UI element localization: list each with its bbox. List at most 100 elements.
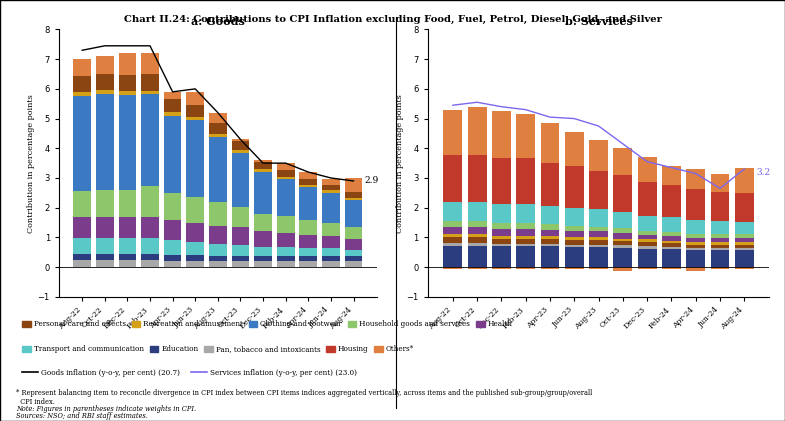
Bar bbox=[613, 248, 633, 267]
Bar bbox=[254, 256, 272, 261]
Text: 3.2: 3.2 bbox=[757, 168, 771, 176]
Bar bbox=[589, 247, 608, 267]
Title: a: Goods: a: Goods bbox=[191, 16, 245, 27]
Bar bbox=[710, 221, 729, 234]
Bar bbox=[517, 267, 535, 269]
Bar bbox=[637, 240, 656, 242]
Bar bbox=[686, 169, 705, 189]
Bar bbox=[735, 168, 754, 193]
Bar bbox=[96, 91, 114, 94]
Bar bbox=[686, 245, 705, 248]
Bar bbox=[254, 261, 272, 267]
Bar bbox=[589, 140, 608, 171]
Bar bbox=[96, 94, 114, 190]
Bar bbox=[444, 221, 462, 227]
Bar bbox=[686, 238, 705, 242]
Bar bbox=[73, 191, 91, 217]
Bar bbox=[517, 229, 535, 236]
Bar bbox=[710, 238, 729, 242]
Bar bbox=[613, 212, 633, 229]
Bar bbox=[345, 226, 363, 239]
Bar bbox=[613, 245, 633, 248]
Bar bbox=[277, 176, 294, 179]
Bar bbox=[164, 116, 181, 193]
Bar bbox=[119, 238, 136, 254]
Bar bbox=[541, 224, 560, 230]
Bar bbox=[589, 232, 608, 237]
Bar bbox=[164, 92, 181, 99]
Bar bbox=[662, 241, 681, 243]
Bar bbox=[345, 256, 363, 261]
Bar bbox=[186, 120, 204, 197]
Bar bbox=[613, 233, 633, 239]
Bar bbox=[686, 267, 705, 271]
Bar bbox=[735, 234, 754, 238]
Bar bbox=[96, 254, 114, 260]
Bar bbox=[322, 236, 340, 248]
Bar bbox=[492, 239, 511, 244]
Bar bbox=[710, 250, 729, 267]
Bar bbox=[710, 234, 729, 238]
Bar bbox=[186, 105, 204, 117]
Bar bbox=[735, 267, 754, 269]
Bar bbox=[254, 213, 272, 232]
Bar bbox=[209, 137, 227, 203]
Bar bbox=[686, 250, 705, 267]
Bar bbox=[209, 261, 227, 267]
Bar bbox=[492, 246, 511, 267]
Bar bbox=[277, 170, 294, 176]
Bar bbox=[300, 256, 317, 261]
Bar bbox=[662, 185, 681, 218]
Y-axis label: Contribution in percentage points: Contribution in percentage points bbox=[396, 94, 403, 232]
Bar bbox=[710, 242, 729, 245]
Bar bbox=[300, 220, 317, 235]
Bar bbox=[492, 158, 511, 204]
Bar bbox=[254, 172, 272, 213]
Bar bbox=[254, 160, 272, 162]
Bar bbox=[322, 248, 340, 256]
Bar bbox=[277, 233, 294, 248]
Bar bbox=[564, 132, 584, 166]
Bar bbox=[492, 244, 511, 246]
Bar bbox=[637, 157, 656, 181]
Bar bbox=[277, 179, 294, 216]
Bar bbox=[662, 248, 681, 249]
Bar bbox=[468, 227, 487, 234]
Bar bbox=[96, 190, 114, 217]
Bar bbox=[164, 240, 181, 255]
Bar bbox=[300, 261, 317, 267]
Bar bbox=[232, 153, 250, 207]
Bar bbox=[444, 234, 462, 237]
Bar bbox=[164, 193, 181, 220]
Bar bbox=[322, 184, 340, 190]
Bar bbox=[164, 261, 181, 267]
Bar bbox=[468, 267, 487, 269]
Bar bbox=[186, 197, 204, 223]
Bar bbox=[209, 123, 227, 134]
Bar bbox=[589, 240, 608, 245]
Bar bbox=[277, 216, 294, 233]
Bar bbox=[345, 192, 363, 197]
Bar bbox=[589, 237, 608, 240]
Bar bbox=[564, 267, 584, 269]
Bar bbox=[73, 93, 91, 96]
Bar bbox=[686, 248, 705, 250]
Text: CPI index.: CPI index. bbox=[16, 398, 55, 406]
Bar bbox=[468, 246, 487, 267]
Bar bbox=[564, 240, 584, 245]
Bar bbox=[164, 112, 181, 116]
Bar bbox=[322, 193, 340, 223]
Bar bbox=[662, 232, 681, 236]
Bar bbox=[232, 150, 250, 153]
Bar bbox=[517, 158, 535, 204]
Bar bbox=[73, 96, 91, 191]
Bar bbox=[662, 218, 681, 232]
Bar bbox=[564, 237, 584, 240]
Bar bbox=[468, 202, 487, 221]
Bar bbox=[686, 189, 705, 220]
Bar bbox=[141, 217, 159, 238]
Y-axis label: Contribution in percentage points: Contribution in percentage points bbox=[27, 94, 35, 232]
Bar bbox=[322, 261, 340, 267]
Bar bbox=[564, 166, 584, 208]
Bar bbox=[637, 246, 656, 249]
